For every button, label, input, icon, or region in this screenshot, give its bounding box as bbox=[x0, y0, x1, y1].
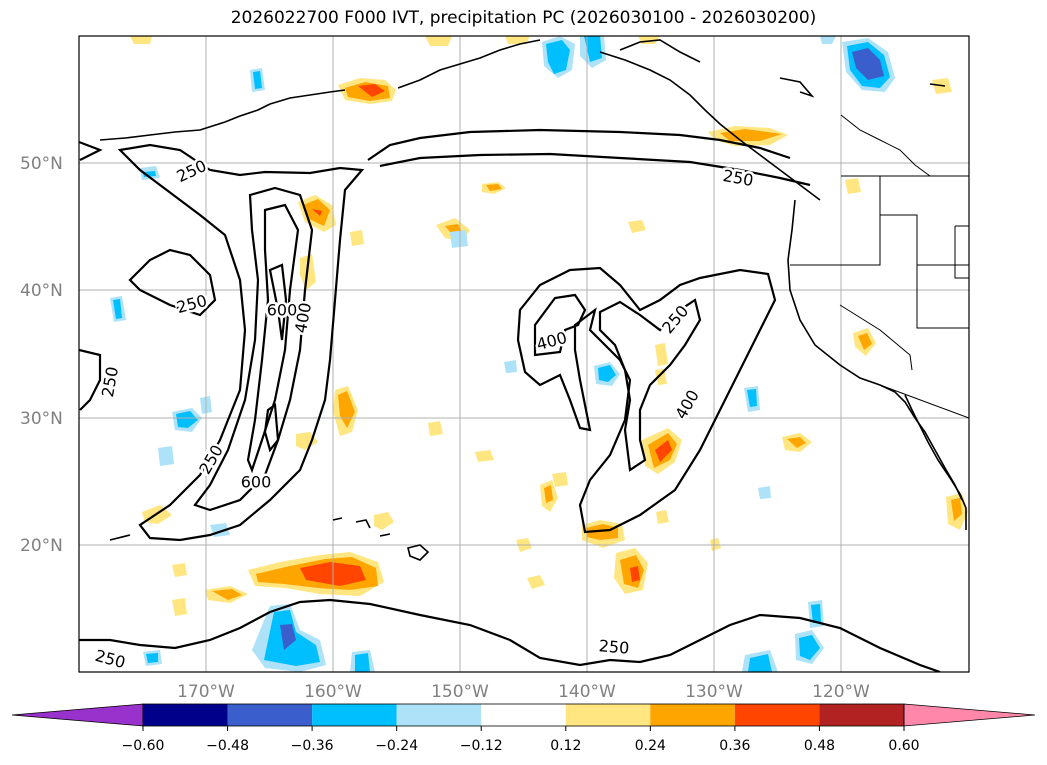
colorbar-extend-left bbox=[11, 703, 144, 727]
colorbar-outline bbox=[142, 703, 905, 727]
lon-label: 120°W bbox=[812, 682, 870, 702]
colorbar-tick-label: 0.48 bbox=[804, 738, 835, 754]
colorbar-ticks bbox=[142, 726, 905, 731]
colorbar-segment bbox=[734, 704, 820, 726]
ivt-contours bbox=[79, 128, 941, 672]
coastlines bbox=[99, 39, 967, 561]
positive-anomaly-blobs bbox=[130, 36, 968, 616]
negative-anomaly-blobs bbox=[110, 36, 895, 672]
lon-label: 150°W bbox=[431, 682, 489, 702]
colorbar-tick-label: −0.36 bbox=[291, 738, 334, 754]
colorbar-tick-label: −0.24 bbox=[375, 738, 418, 754]
colorbar-tick-label: −0.48 bbox=[206, 738, 249, 754]
colorbar-segment bbox=[819, 704, 904, 726]
colorbar-segment bbox=[312, 704, 397, 726]
precipitation-shading bbox=[110, 36, 968, 672]
colorbar-segment bbox=[143, 704, 228, 726]
lon-label: 170°W bbox=[177, 682, 235, 702]
contour-label: 250 bbox=[598, 636, 630, 658]
contour-label: 600 bbox=[241, 473, 272, 492]
colorbar-tick-label: −0.60 bbox=[122, 738, 165, 754]
colorbar-tick-label: 0.36 bbox=[719, 738, 750, 754]
contour-label-halo: 600 bbox=[267, 301, 298, 320]
lat-label: 40°N bbox=[20, 281, 63, 301]
lon-label: 160°W bbox=[304, 682, 362, 702]
colorbar-segment bbox=[650, 704, 735, 726]
lat-label: 30°N bbox=[20, 409, 63, 429]
colorbar-extend-right bbox=[903, 703, 1036, 727]
colorbar: −0.60 −0.48 −0.36 −0.24 −0.12 0.12 0.24 0.36 0.4… bbox=[11, 703, 1036, 754]
contour-label-halo: 600 bbox=[241, 473, 272, 492]
colorbar-segment bbox=[396, 704, 482, 726]
contour-label: 600 bbox=[267, 301, 298, 320]
map-panel bbox=[79, 36, 969, 672]
colorbar-tick-label: 0.24 bbox=[635, 738, 666, 754]
map-title: 2026022700 F000 IVT, precipitation PC (2… bbox=[230, 8, 817, 28]
colorbar-segment bbox=[481, 704, 566, 726]
colorbar-segment bbox=[227, 704, 313, 726]
colorbar-labels: −0.60 −0.48 −0.36 −0.24 −0.12 0.12 0.24 0.36 0.4… bbox=[122, 738, 920, 754]
state-borders bbox=[790, 114, 969, 419]
colorbar-segment bbox=[565, 704, 651, 726]
map-frame bbox=[78, 35, 970, 673]
colorbar-tick-label: −0.12 bbox=[460, 738, 503, 754]
lon-label: 140°W bbox=[558, 682, 616, 702]
colorbar-tick-label: 0.12 bbox=[550, 738, 581, 754]
lon-label: 130°W bbox=[685, 682, 743, 702]
graticule-grid bbox=[79, 36, 969, 672]
colorbar-tick-label: 0.60 bbox=[888, 738, 919, 754]
lat-label: 20°N bbox=[20, 536, 63, 556]
lat-label: 50°N bbox=[20, 154, 63, 174]
colorbar-segments bbox=[11, 703, 1036, 727]
latitude-labels: 50°N 40°N 30°N 20°N bbox=[20, 154, 63, 556]
longitude-labels: 170°W 160°W 150°W 140°W 130°W 120°W bbox=[177, 682, 870, 702]
